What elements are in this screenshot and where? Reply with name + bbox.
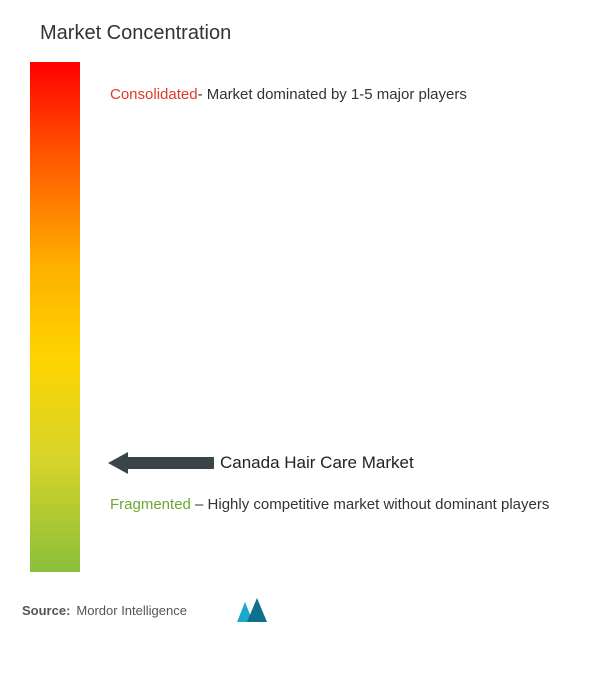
fragmented-desc: – Highly competitive market without domi… xyxy=(191,496,550,513)
market-pointer: Canada Hair Care Market xyxy=(108,452,414,474)
fragmented-annotation: Fragmented – Highly competitive market w… xyxy=(110,492,588,518)
page-title: Market Concentration xyxy=(40,22,231,45)
mordor-logo-icon xyxy=(237,598,271,622)
concentration-gradient-bar xyxy=(30,62,80,572)
source-prefix: Source: xyxy=(22,603,70,618)
arrow-left-icon xyxy=(108,452,214,474)
consolidated-label: Consolidated xyxy=(110,86,198,103)
market-label: Canada Hair Care Market xyxy=(220,453,414,473)
consolidated-annotation: Consolidated- Market dominated by 1-5 ma… xyxy=(110,84,588,105)
source-attribution: Source: Mordor Intelligence xyxy=(22,598,271,622)
source-name: Mordor Intelligence xyxy=(76,603,187,618)
consolidated-desc: - Market dominated by 1-5 major players xyxy=(198,86,467,103)
fragmented-label: Fragmented xyxy=(110,496,191,513)
